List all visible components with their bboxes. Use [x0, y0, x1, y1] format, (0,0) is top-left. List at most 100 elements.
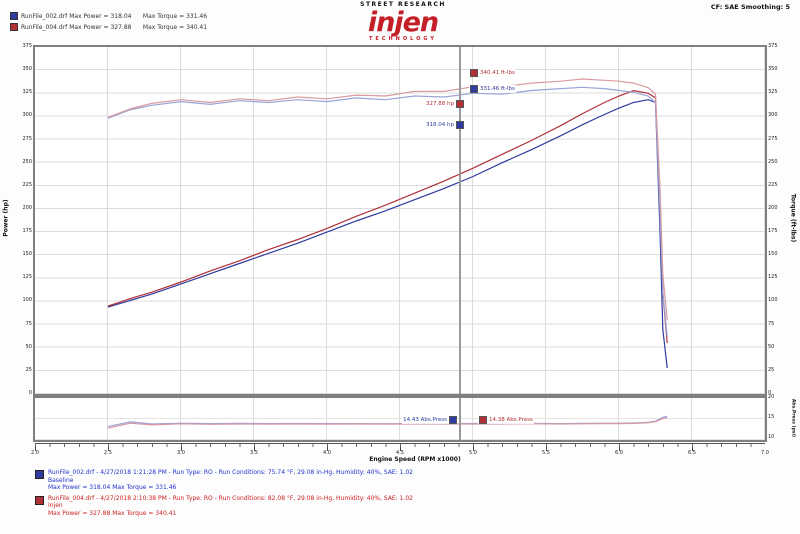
tick-label: 275 [22, 135, 32, 142]
tick-label: 100 [22, 297, 32, 304]
stock-power-value: 318.04 hp [426, 122, 454, 128]
tick-label: 50 [768, 343, 775, 350]
injen-press-curve [107, 417, 668, 429]
baseline-swatch-icon [10, 12, 18, 20]
tick-label: 50 [25, 343, 32, 350]
pressure-axis-title: Abs.Press (psi) [790, 398, 796, 438]
baseline-run-details: RunFile_002.drf - 4/27/2018 1:21:28 PM -… [48, 469, 414, 476]
callout-stock-power: 318.04 hp [425, 121, 465, 129]
pressure-strip-chart: 14.43 Abs.Press 14.38 Abs.Press [33, 396, 767, 442]
injen-run-icon [35, 495, 44, 505]
injen-torque-curve [107, 78, 668, 321]
tick-label: 275 [768, 135, 778, 142]
tick-label: 350 [22, 66, 32, 73]
tick-label: 25 [25, 366, 32, 373]
baseline-marker-icon [449, 416, 457, 424]
tick-label: 375 [22, 43, 32, 49]
stock-press-value: 14.43 Abs.Press [403, 417, 447, 423]
tick-label: 150 [768, 251, 778, 258]
tick-label: 350 [768, 66, 778, 73]
tick-label: 175 [22, 228, 32, 235]
injen-marker-icon [479, 416, 487, 424]
tick-label: 3.5 [250, 450, 258, 456]
tick-label: 200 [22, 204, 32, 211]
tick-label: 7.0 [761, 450, 769, 456]
tick-label: 125 [22, 274, 32, 281]
callout-stock-press: 14.43 Abs.Press [402, 416, 458, 424]
tick-label: 4.5 [396, 450, 404, 456]
tick-label: 250 [768, 158, 778, 165]
injen-run-max: Max Power = 327.88 Max Torque = 340.41 [48, 509, 177, 517]
injen-summary: RunFile_004.drf Max Power = 327.88 Max T… [21, 23, 208, 31]
logo-tagline: STREET RESEARCH [360, 1, 446, 8]
power-axis-title: Power (hp) [2, 199, 10, 237]
tick-label: 20 [768, 394, 775, 400]
torque-axis-ticks: 375 350 325 300 275 250 225 200 175 150 125 100 75 50… [768, 43, 783, 396]
tick-label: 225 [768, 181, 778, 188]
strip-chart-canvas [107, 415, 668, 429]
legend-row-baseline: RunFile_002.drf Max Power = 318.04 Max T… [10, 12, 207, 20]
injen-logo: STREET RESEARCH injen TECHNOLOGY [338, 2, 468, 42]
callout-injen-press: 14.38 Abs.Press [478, 416, 534, 424]
tick-label: 250 [22, 158, 32, 165]
baseline-run-max: Max Power = 318.04 Max Torque = 331.46 [48, 484, 177, 491]
injen-swatch-icon [10, 23, 18, 31]
tick-label: 225 [22, 181, 32, 188]
power-axis-ticks: 375 350 325 300 275 250 225 200 175 150 125 100 75 50… [17, 43, 32, 396]
tick-label: 25 [768, 366, 775, 373]
injen-press-value: 14.38 Abs.Press [489, 417, 533, 423]
rpm-axis-ticks: 2.0 2.5 3.0 3.5 4.0 4.5 5.0 5.5 6.0 6.5 7.0 [31, 450, 769, 456]
logo-subtitle: TECHNOLOGY [369, 36, 437, 42]
tick-label: 5.0 [469, 450, 477, 456]
tick-label: 0 [28, 390, 32, 396]
cursor-line[interactable] [459, 398, 461, 440]
tick-label: 10 [768, 434, 775, 440]
callout-stock-torque: 331.46 ft-lbs [469, 85, 516, 93]
tick-label: 125 [768, 274, 778, 281]
footer-run-legend: RunFile_002.drf - 4/27/2018 1:21:28 PM -… [35, 469, 775, 520]
tick-label: 100 [768, 297, 778, 304]
injen-power-curve [107, 89, 668, 344]
torque-axis-title: Torque (ft-lbs) [789, 193, 797, 243]
baseline-summary: RunFile_002.drf Max Power = 318.04 Max T… [21, 12, 208, 20]
tick-label: 5.5 [542, 450, 550, 456]
tick-label: 325 [768, 89, 778, 96]
run-entry-injen: RunFile_004.drf - 4/27/2018 2:10:38 PM -… [35, 495, 775, 518]
baseline-marker-icon [456, 121, 464, 129]
injen-run-details: RunFile_004.drf - 4/27/2018 2:10:38 PM -… [48, 494, 414, 502]
logo-wordmark: injen [367, 7, 439, 38]
tick-label: 75 [768, 320, 775, 327]
tick-label: 4.0 [323, 450, 331, 456]
tick-label: 150 [22, 251, 32, 258]
stock-press-curve [107, 415, 668, 428]
injen-marker-icon [470, 69, 478, 77]
tick-label: 15 [768, 414, 775, 420]
main-chart-canvas [107, 78, 668, 369]
tick-label: 6.5 [688, 450, 696, 456]
stock-power-curve [107, 99, 668, 369]
injen-torque-value: 340.41 ft-lbs [480, 70, 515, 76]
tick-label: 0 [768, 390, 772, 396]
tick-label: 75 [25, 320, 32, 327]
legend-row-injen: RunFile_004.drf Max Power = 327.88 Max T… [10, 23, 207, 31]
injen-run-name: Injen [48, 502, 63, 509]
injen-power-value: 327.88 hp [426, 101, 454, 107]
correction-smoothing-label: CF: SAE Smoothing: 5 [710, 3, 790, 11]
header-run-legend: RunFile_002.drf Max Power = 318.04 Max T… [10, 12, 207, 34]
baseline-run-name: Baseline [48, 476, 74, 484]
tick-label: 300 [768, 112, 778, 119]
tick-label: 2.5 [104, 450, 112, 456]
tick-label: 325 [22, 89, 32, 96]
pressure-axis-ticks: 20 15 10 [768, 394, 783, 440]
tick-label: 300 [22, 112, 32, 119]
tick-label: 200 [768, 204, 778, 211]
cursor-line[interactable] [459, 47, 461, 394]
main-chart: 340.41 ft-lbs 331.46 ft-lbs 327.88 hp 31… [33, 45, 767, 396]
tick-label: 2.0 [31, 450, 39, 456]
tick-label: 3.0 [177, 450, 185, 456]
baseline-marker-icon [470, 85, 478, 93]
tick-label: 175 [768, 228, 778, 235]
callout-injen-torque: 340.41 ft-lbs [469, 69, 516, 77]
callout-injen-power: 327.88 hp [425, 100, 465, 108]
